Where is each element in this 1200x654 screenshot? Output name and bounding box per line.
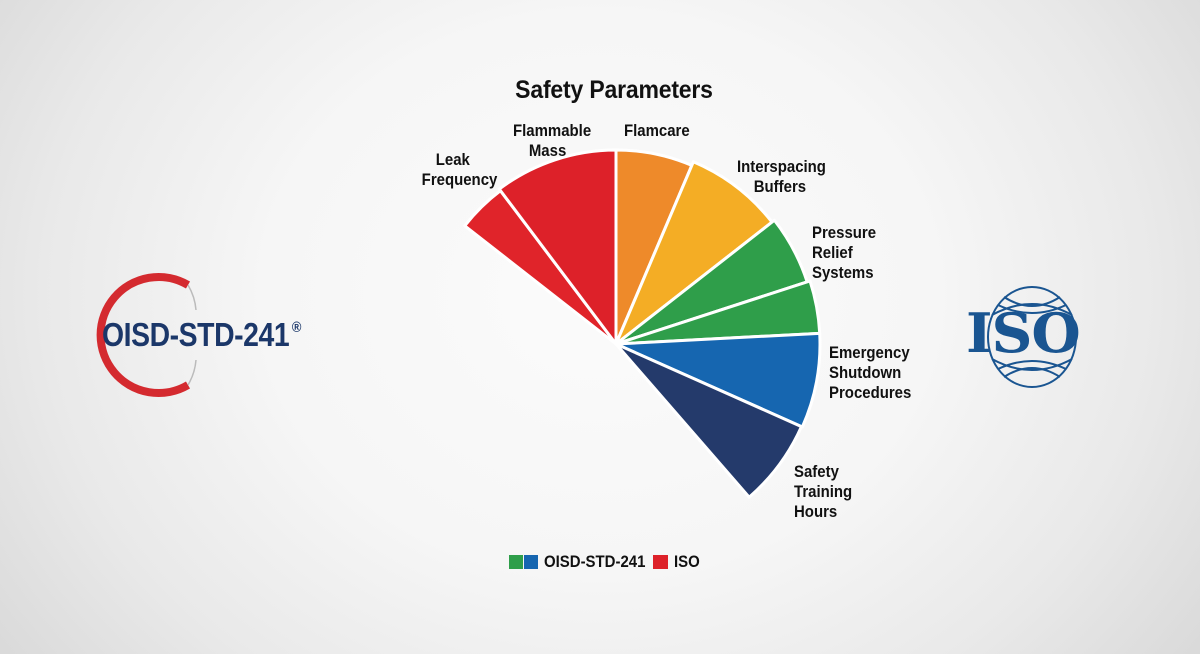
oisd-ring-icon [96,273,197,397]
registered-mark: ® [291,319,301,336]
label-line: Flamcare [624,121,690,140]
label-line: Systems [812,263,874,282]
legend-item-iso: ISO [653,552,703,572]
legend-label-iso: ISO [674,552,701,571]
oisd-logo: OISD-STD-241 ® [80,270,370,400]
label-pressure-relief-systems: Pressure Relief Systems [812,223,876,283]
iso-logo-wordmark: ISO [966,301,1081,365]
legend-item-oisd: OISD-STD-241 [509,552,659,572]
label-line: Shutdown [829,363,902,382]
label-line: Flammable [513,121,592,140]
legend-label-oisd: OISD-STD-241 [544,552,646,571]
label-line: Emergency [829,343,910,362]
label-interspacing-buffers: Interspacing Buffers [737,157,826,197]
chart-legend: OISD-STD-241 ISO [509,550,704,574]
label-flammable-mass: Flammable Mass [513,121,591,161]
label-line: Hours [794,502,838,521]
chart-title: Safety Parameters [515,76,713,104]
label-leak-frequency: Leak Frequency [422,150,498,190]
pie-slice-emergency-shutdown-procedures [614,331,822,429]
label-line: Safety [794,462,839,481]
oisd-logo-wordmark: OISD-STD-241 [102,316,290,353]
label-line: Interspacing [737,157,826,176]
pie-slice-flammable-mass [497,148,618,346]
iso-logo: ISO [960,285,1110,390]
label-line: Procedures [829,383,912,402]
globe-icon [987,286,1077,388]
label-line: Pressure [812,223,877,242]
label-emergency-shutdown-procedures: Emergency Shutdown Procedures [829,343,911,403]
label-safety-training-hours: Safety Training Hours [794,462,852,522]
label-line: Training [794,482,853,501]
legend-swatch-red [653,555,669,569]
oisd-logo-text: OISD-STD-241 ® [102,316,301,354]
label-line: Leak [435,150,470,169]
legend-swatch-green [509,555,523,569]
label-line: Buffers [753,177,807,196]
label-line: Frequency [421,170,498,189]
pie-slice-interspacing-buffers [614,160,774,346]
label-flamcare: Flamcare [624,121,690,141]
label-line: Mass [528,141,567,160]
pie-slice-safety-training-hours [614,342,803,499]
label-line: Relief [812,243,853,262]
legend-swatch-blue [524,555,538,569]
